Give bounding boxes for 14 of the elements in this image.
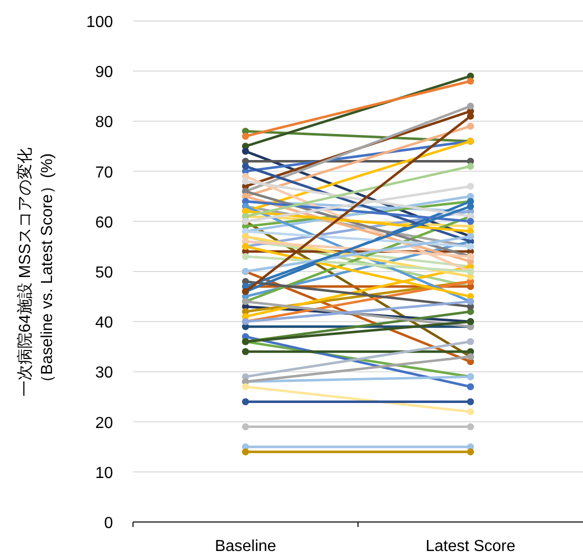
y-tick-label: 80 — [95, 114, 114, 132]
y-tick-label: 40 — [95, 314, 114, 332]
y-tick-label: 10 — [95, 464, 114, 482]
y-tick-label: 20 — [95, 414, 114, 432]
x-tick-label: Latest Score — [426, 538, 516, 555]
y-tick-label: 0 — [104, 515, 114, 532]
y-tick-label: 100 — [86, 14, 114, 31]
y-tick-label: 60 — [95, 214, 114, 232]
y-tick-label: 70 — [95, 164, 114, 182]
y-tick-label: 50 — [95, 264, 114, 282]
y-tick-label: 30 — [95, 364, 114, 382]
y-axis-title: 一次病院64施設 MSSスコアの変化（Baseline vs. Latest Score）(%) — [16, 148, 56, 396]
y-tick-label: 90 — [95, 64, 114, 82]
x-tick-label: Baseline — [214, 538, 276, 555]
